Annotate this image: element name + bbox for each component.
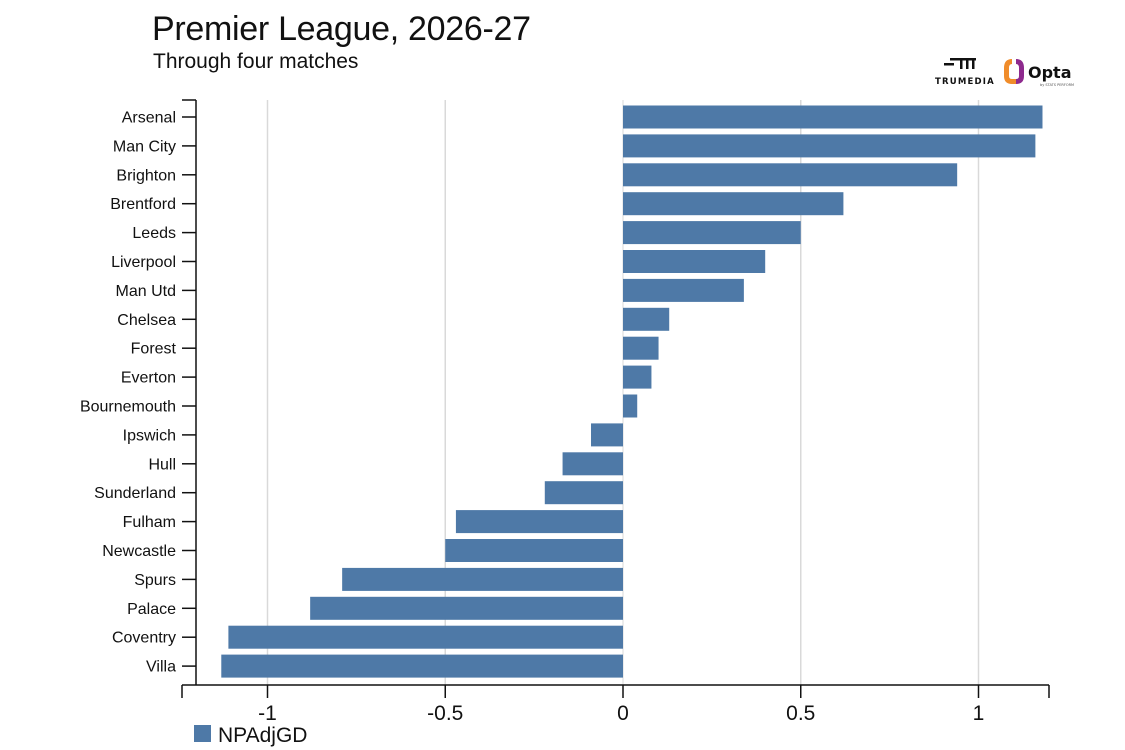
y-tick-label-sunderland: Sunderland — [94, 485, 176, 502]
y-tick-label-man-utd: Man Utd — [116, 283, 176, 300]
y-tick-label-newcastle: Newcastle — [102, 543, 176, 560]
x-tick-label-3: 0.5 — [786, 702, 815, 725]
y-tick-label-spurs: Spurs — [134, 572, 176, 589]
y-tick-label-fulham: Fulham — [123, 514, 176, 531]
y-tick-label-hull: Hull — [148, 456, 176, 473]
y-tick-label-leeds: Leeds — [132, 225, 176, 242]
axes: Arsenal Man City Brighton Brentford Leeds Liv… — [80, 99, 1050, 725]
y-tick-label-bournemouth: Bournemouth — [80, 399, 176, 416]
y-tick-label-arsenal: Arsenal — [122, 110, 176, 127]
y-tick-label-forest: Forest — [131, 341, 177, 358]
bar-liverpool[interactable] — [623, 250, 766, 273]
bar-leeds[interactable] — [623, 221, 801, 245]
x-tick-label-0: -1 — [258, 702, 277, 725]
bar-brentford[interactable] — [623, 192, 844, 216]
y-tick-label-man-city: Man City — [113, 138, 176, 155]
bar-spurs[interactable] — [342, 567, 623, 591]
chart-title: Premier League, 2026-27 — [152, 10, 531, 48]
y-tick-label-liverpool: Liverpool — [111, 254, 176, 271]
bar-man-utd[interactable] — [623, 278, 744, 302]
bar-chelsea[interactable] — [623, 307, 670, 331]
bar-ipswich[interactable] — [591, 423, 623, 447]
chart-subtitle: Through four matches — [153, 50, 359, 73]
y-tick-label-chelsea: Chelsea — [117, 312, 176, 329]
bar-forest[interactable] — [623, 336, 659, 360]
x-tick-label-4: 1 — [973, 702, 985, 725]
bar-brighton[interactable] — [623, 163, 958, 187]
x-tick-label-1: -0.5 — [427, 702, 463, 725]
bar-palace[interactable] — [310, 596, 623, 620]
bar-bournemouth[interactable] — [623, 394, 638, 418]
bar-arsenal[interactable] — [623, 105, 1043, 129]
bar-fulham[interactable] — [455, 510, 623, 534]
legend-swatch — [194, 725, 211, 742]
bar-sunderland[interactable] — [544, 481, 623, 505]
bars — [221, 105, 1043, 678]
bar-coventry[interactable] — [228, 625, 623, 649]
opta-logo: Opta by STATS PERFORM — [1004, 59, 1074, 87]
y-tick-label-brentford: Brentford — [110, 196, 176, 213]
y-tick-label-ipswich: Ipswich — [123, 427, 176, 444]
y-tick-label-palace: Palace — [127, 601, 176, 618]
y-tick-label-everton: Everton — [121, 370, 176, 387]
bar-everton[interactable] — [623, 365, 652, 389]
bar-hull[interactable] — [562, 452, 623, 476]
trumedia-logo: TRUMEDIA — [935, 58, 995, 87]
trumedia-logo-text: TRUMEDIA — [935, 77, 995, 87]
x-tick-label-2: 0 — [617, 702, 629, 725]
y-tick-label-coventry: Coventry — [112, 630, 176, 647]
opta-logo-text: Opta — [1028, 63, 1072, 82]
logo-group: TRUMEDIA Opta by STATS PERFORM — [935, 58, 1074, 87]
y-tick-label-villa: Villa — [146, 659, 176, 676]
bar-man-city[interactable] — [623, 134, 1036, 158]
opta-logo-tagline: by STATS PERFORM — [1040, 83, 1074, 87]
legend: NPAdjGD — [194, 724, 307, 747]
legend-label: NPAdjGD — [218, 724, 307, 747]
bar-newcastle[interactable] — [445, 539, 623, 562]
bar-villa[interactable] — [221, 654, 623, 678]
y-tick-label-brighton: Brighton — [116, 167, 176, 184]
